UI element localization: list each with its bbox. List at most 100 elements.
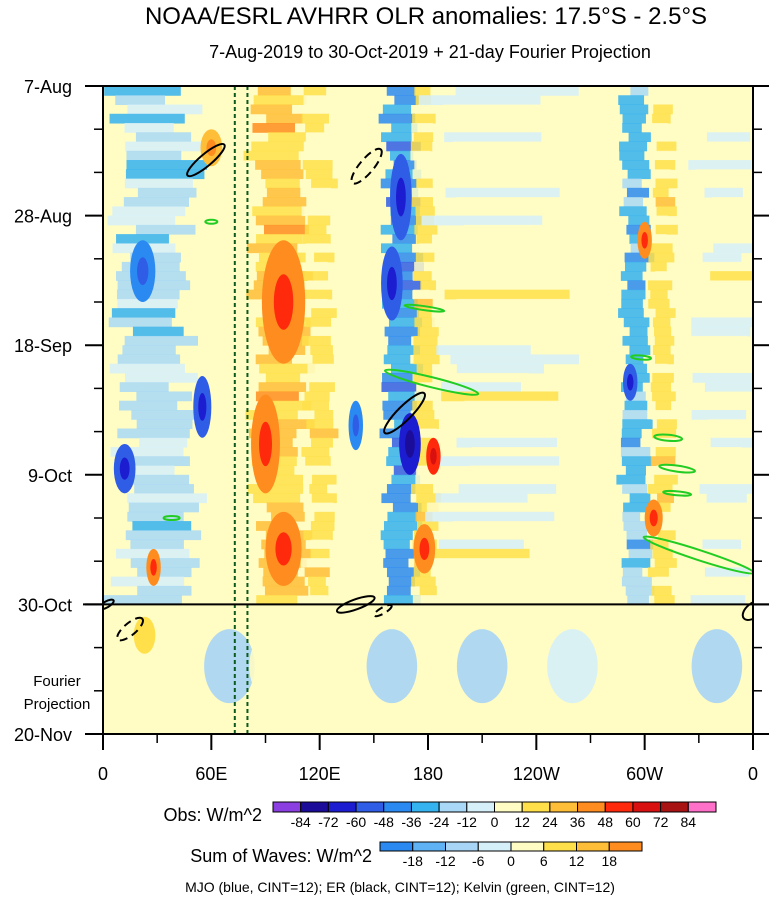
anomaly-band-segment bbox=[417, 326, 439, 337]
anomaly-band-segment bbox=[411, 123, 433, 133]
anomaly-band-segment bbox=[414, 86, 431, 96]
anomaly-band-segment bbox=[382, 400, 417, 411]
anomaly-band-segment bbox=[650, 261, 667, 272]
anomaly-band-segment bbox=[445, 187, 560, 198]
anomaly-band-segment bbox=[651, 215, 668, 226]
anomaly-band-segment bbox=[418, 428, 437, 439]
anomaly-band-segment bbox=[255, 354, 292, 365]
anomaly-band-segment bbox=[127, 493, 207, 504]
plot-area bbox=[103, 86, 753, 734]
anomaly-band-segment bbox=[306, 419, 334, 430]
anomaly-band-segment bbox=[302, 289, 333, 300]
anomaly-band-segment bbox=[412, 169, 439, 180]
colorbar-tick-label: -18 bbox=[403, 853, 423, 869]
colorbar-swatch bbox=[604, 801, 634, 813]
anomaly-band-segment bbox=[708, 419, 749, 430]
anomaly-band-segment bbox=[302, 160, 333, 170]
y-tick-label: 20-Nov bbox=[14, 725, 72, 745]
anomaly-band-segment bbox=[306, 132, 325, 143]
colorbar-tick-label: -72 bbox=[318, 814, 338, 830]
anomaly-band-segment bbox=[126, 150, 182, 161]
anomaly-band-segment bbox=[265, 372, 301, 383]
anomaly-band-segment bbox=[447, 178, 560, 189]
anomaly-band-segment bbox=[107, 215, 176, 226]
anomaly-band-segment bbox=[656, 465, 672, 476]
anomaly-band-segment bbox=[458, 484, 557, 494]
anomaly-band-segment bbox=[650, 289, 668, 300]
anomaly-band-segment bbox=[622, 178, 642, 189]
anomaly-band-segment bbox=[122, 345, 176, 355]
anomaly-band-segment bbox=[257, 86, 291, 96]
kelvin-contour bbox=[642, 535, 753, 575]
anomaly-band-segment bbox=[130, 539, 184, 550]
anomaly-band-segment bbox=[251, 141, 304, 152]
anomaly-band-segment bbox=[408, 456, 434, 467]
anomaly-band-segment bbox=[384, 326, 420, 337]
obs-colorbar: -84 -72 -60 -48 -36 -24 -12 0 12 24 36 48 60 72 84 bbox=[272, 801, 717, 830]
anomaly-band-segment bbox=[628, 548, 653, 559]
anomaly-band-segment bbox=[130, 558, 200, 568]
anomaly-band-segment bbox=[708, 123, 753, 133]
anomaly-band-segment bbox=[651, 585, 672, 596]
anomaly-band-segment bbox=[692, 150, 741, 161]
anomaly-band-segment bbox=[452, 280, 532, 291]
x-tick-label: 180 bbox=[413, 764, 443, 784]
anomaly-band-segment bbox=[622, 419, 653, 430]
anomaly-band-segment bbox=[413, 345, 439, 355]
anomaly-band-segment bbox=[301, 271, 329, 281]
anomaly-band-segment bbox=[629, 345, 651, 355]
colorbar-swatch bbox=[521, 801, 551, 813]
anomaly-band-segment bbox=[710, 298, 753, 309]
colorbar-tick-label: 72 bbox=[653, 814, 669, 830]
anomaly-band-segment bbox=[104, 86, 181, 96]
x-tick-label: 60E bbox=[195, 764, 227, 784]
anomaly-band-segment bbox=[416, 234, 432, 244]
anomaly-blob-core bbox=[396, 177, 406, 217]
anomaly-band-segment bbox=[696, 224, 743, 235]
anomaly-band-segment bbox=[386, 86, 416, 96]
anomaly-band-segment bbox=[652, 187, 669, 198]
colorbar-swatch bbox=[410, 801, 440, 813]
er-contour bbox=[335, 595, 376, 614]
anomaly-band-segment bbox=[411, 576, 436, 587]
anomaly-band-segment bbox=[616, 474, 646, 485]
anomaly-blob-core bbox=[405, 430, 415, 458]
anomaly-band-segment bbox=[130, 252, 181, 263]
anomaly-band-segment bbox=[437, 456, 560, 467]
anomaly-band-segment bbox=[392, 502, 422, 513]
anomaly-blob-core bbox=[119, 457, 130, 480]
anomaly-band-segment bbox=[385, 280, 422, 291]
anomaly-blob-core bbox=[649, 509, 658, 527]
anomaly-band-segment bbox=[687, 502, 747, 513]
anomaly-band-segment bbox=[620, 447, 651, 457]
x-tick-label: 120W bbox=[513, 764, 560, 784]
anomaly-band-segment bbox=[431, 308, 551, 318]
anomaly-band-segment bbox=[654, 160, 676, 170]
anomaly-band-segment bbox=[656, 141, 677, 152]
anomaly-band-segment bbox=[386, 484, 416, 494]
anomaly-band-segment bbox=[706, 391, 753, 402]
anomaly-band-segment bbox=[691, 410, 747, 420]
anomaly-blob-core bbox=[419, 537, 430, 560]
anomaly-band-segment bbox=[621, 428, 642, 439]
anomaly-blob-core bbox=[430, 447, 437, 465]
anomaly-blob-core bbox=[352, 414, 360, 437]
anomaly-band-segment bbox=[388, 576, 416, 587]
anomaly-band-segment bbox=[439, 567, 522, 578]
anomaly-band-segment bbox=[656, 206, 677, 217]
anomaly-band-segment bbox=[456, 437, 558, 448]
anomaly-band-segment bbox=[303, 141, 327, 152]
anomaly-band-segment bbox=[449, 243, 529, 254]
anomaly-band-segment bbox=[623, 317, 650, 328]
x-tick-label: 120E bbox=[299, 764, 341, 784]
anomaly-band-segment bbox=[306, 317, 332, 328]
anomaly-band-segment bbox=[412, 595, 434, 605]
anomaly-band-segment bbox=[381, 493, 411, 504]
anomaly-band-segment bbox=[413, 335, 438, 346]
anomaly-band-segment bbox=[655, 95, 673, 106]
anomaly-band-segment bbox=[624, 261, 647, 272]
anomaly-band-segment bbox=[391, 474, 421, 485]
anomaly-band-segment bbox=[628, 132, 651, 143]
anomaly-band-segment bbox=[304, 391, 330, 402]
anomaly-band-segment bbox=[410, 150, 431, 161]
